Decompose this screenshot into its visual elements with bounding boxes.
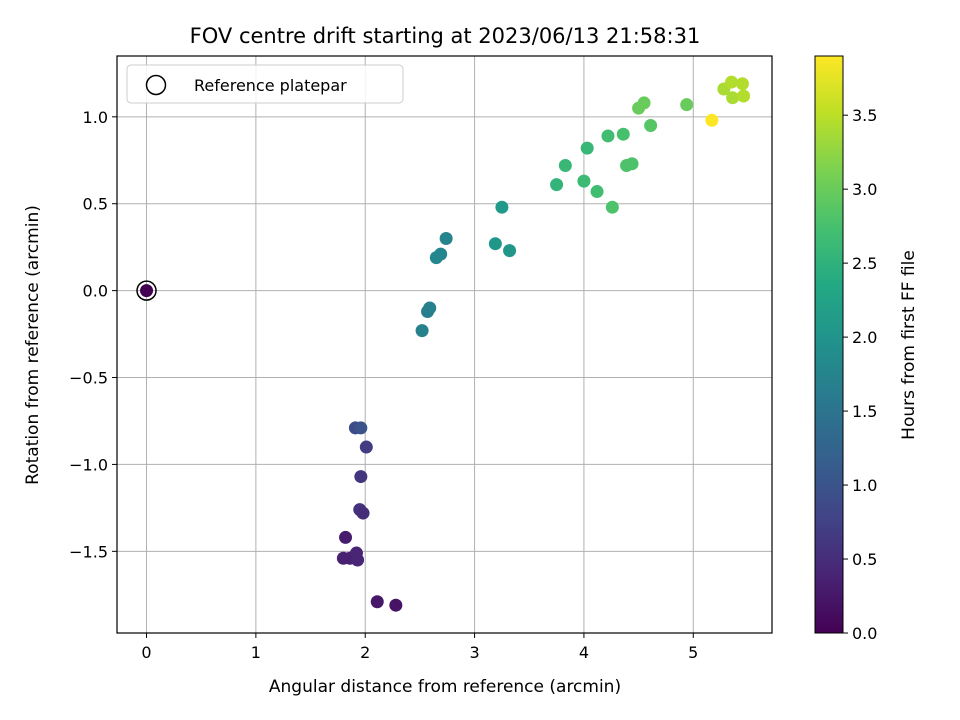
- data-point: [359, 440, 373, 454]
- legend-box: [126, 64, 404, 104]
- y-tick-label: 1.0: [83, 108, 108, 127]
- data-point: [434, 247, 448, 261]
- x-tick-label: 0: [141, 643, 151, 662]
- data-point: [637, 96, 651, 110]
- data-points: [136, 75, 751, 612]
- data-point: [488, 237, 502, 251]
- x-axis-ticks: 0 1 2 3 4 5: [141, 633, 698, 662]
- data-point: [725, 75, 739, 89]
- colorbar-tick-label: 2.5: [852, 254, 877, 273]
- y-axis-ticks: −1.5 −1.0 −0.5 0.0 0.5 1.0: [69, 108, 117, 561]
- data-point: [735, 77, 749, 91]
- data-point: [705, 113, 719, 127]
- reference-marker: [136, 280, 157, 301]
- x-tick-label: 1: [251, 643, 261, 662]
- colorbar-tick-label: 2.0: [852, 328, 877, 347]
- y-tick-label: 0.5: [83, 195, 108, 214]
- y-tick-label: −1.5: [69, 542, 108, 561]
- data-point: [356, 506, 370, 520]
- colorbar-tick-label: 3.5: [852, 106, 877, 125]
- colorbar-tick-label: 0.0: [852, 624, 877, 643]
- data-point: [625, 157, 639, 171]
- x-tick-label: 5: [688, 643, 698, 662]
- x-tick-label: 3: [469, 643, 479, 662]
- y-tick-label: −0.5: [69, 369, 108, 388]
- x-tick-label: 4: [579, 643, 589, 662]
- data-point: [601, 129, 615, 143]
- chart-title: FOV centre drift starting at 2023/06/13 …: [190, 24, 701, 48]
- plot-frame: [116, 55, 773, 634]
- data-point: [644, 119, 658, 133]
- data-point: [495, 200, 509, 214]
- data-point: [616, 127, 630, 141]
- colorbar-tick-label: 0.5: [852, 550, 877, 569]
- colorbar-tick-label: 1.0: [852, 476, 877, 495]
- data-point: [590, 185, 604, 199]
- data-point: [349, 546, 363, 560]
- data-point: [550, 178, 564, 192]
- legend-label: Reference platepar: [194, 76, 347, 95]
- data-point: [503, 244, 517, 258]
- data-point: [605, 200, 619, 214]
- data-point: [339, 530, 353, 544]
- colorbar-ticks: 0.0 0.5 1.0 1.5 2.0 2.5 3.0 3.5: [843, 106, 877, 643]
- colorbar-tick-label: 3.0: [852, 180, 877, 199]
- legend: Reference platepar: [126, 64, 404, 104]
- data-point: [415, 324, 429, 338]
- y-axis-label: Rotation from reference (arcmin): [23, 205, 43, 485]
- y-tick-label: 0.0: [83, 282, 108, 301]
- data-point: [423, 301, 437, 315]
- colorbar: [814, 55, 844, 634]
- data-point: [354, 421, 368, 435]
- data-point: [370, 595, 384, 609]
- data-point: [737, 89, 751, 103]
- data-point: [558, 158, 572, 172]
- x-axis-label: Angular distance from reference (arcmin): [269, 677, 621, 697]
- data-point: [389, 598, 403, 612]
- data-point: [577, 174, 591, 188]
- data-point: [580, 141, 594, 155]
- y-tick-label: −1.0: [69, 455, 108, 474]
- colorbar-tick-label: 1.5: [852, 402, 877, 421]
- x-tick-label: 2: [360, 643, 370, 662]
- data-point: [726, 91, 740, 105]
- data-point: [140, 284, 154, 298]
- grid-lines: [117, 56, 772, 633]
- data-point: [439, 231, 453, 245]
- legend-marker-icon: [145, 74, 167, 96]
- data-point: [354, 470, 368, 484]
- data-point: [680, 98, 694, 112]
- colorbar-label: Hours from first FF file: [899, 250, 919, 440]
